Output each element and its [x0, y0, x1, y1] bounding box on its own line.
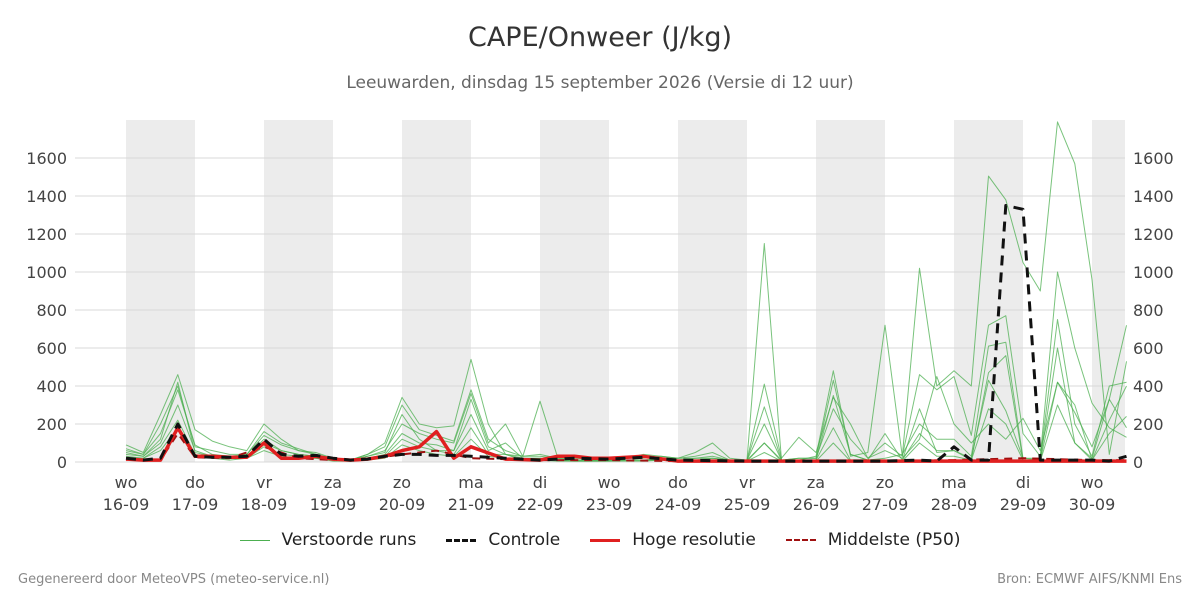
x-tick-day: wo: [115, 473, 138, 492]
x-tick-date: 27-09: [862, 495, 909, 514]
shade-band: [264, 120, 333, 462]
footer-generated-by: Gegenereerd door MeteoVPS (meteo-service…: [18, 572, 330, 587]
y-axis-left: 0 200 400 600 800 1000 1200 1400 1600: [26, 149, 67, 472]
legend-item-perturbed-runs: Verstoorde runs: [239, 530, 417, 550]
legend-item-high-resolution: Hoge resolutie: [590, 530, 756, 550]
shade-band: [540, 120, 609, 462]
footer-source: Bron: ECMWF AIFS/KNMI Ens: [997, 572, 1182, 587]
y-axis-right: 0 200 400 600 800 1000 1200 1400 1600: [1133, 149, 1174, 472]
y-tick-label-right: 200: [1133, 415, 1164, 434]
x-tick-day: di: [1016, 473, 1031, 492]
x-tick-date: 20-09: [379, 495, 426, 514]
x-tick-day: ma: [941, 473, 966, 492]
x-tick-day: di: [533, 473, 548, 492]
y-tick-label-left: 1000: [26, 263, 67, 282]
x-tick-day: za: [324, 473, 342, 492]
legend: Verstoorde runs Controle Hoge resolutie …: [0, 530, 1200, 550]
x-tick-date: 23-09: [586, 495, 633, 514]
y-tick-label-left: 1400: [26, 187, 67, 206]
legend-swatch-perturbed: [239, 539, 270, 541]
x-axis: wo 16-09 do 17-09 vr 18-09 za 19-09 zo 20-09 ma 21-…: [103, 473, 1116, 514]
y-tick-label-left: 200: [36, 415, 67, 434]
y-tick-label-left: 1600: [26, 149, 67, 168]
legend-label-perturbed: Verstoorde runs: [281, 530, 417, 550]
x-tick-day: do: [668, 473, 688, 492]
x-tick-date: 17-09: [172, 495, 219, 514]
main-series: [125, 204, 1127, 463]
legend-swatch-median: [785, 539, 816, 541]
x-tick-day: do: [185, 473, 205, 492]
x-tick-day: wo: [1081, 473, 1104, 492]
x-tick-date: 18-09: [241, 495, 288, 514]
x-tick-date: 29-09: [1000, 495, 1047, 514]
x-tick-date: 16-09: [103, 495, 150, 514]
x-tick-date: 19-09: [310, 495, 357, 514]
legend-item-median: Middelste (P50): [785, 530, 961, 550]
x-tick-date: 30-09: [1069, 495, 1116, 514]
shade-band: [678, 120, 747, 462]
x-tick-day: vr: [739, 473, 755, 492]
chart-subtitle: Leeuwarden, dinsdag 15 september 2026 (V…: [346, 73, 854, 93]
y-tick-label-right: 0: [1133, 453, 1143, 472]
x-tick-date: 26-09: [793, 495, 840, 514]
series-line-controle: [125, 204, 1127, 463]
y-tick-label-left: 800: [36, 301, 67, 320]
y-tick-label-left: 1200: [26, 225, 67, 244]
chart-title: CAPE/Onweer (J/kg): [467, 22, 732, 53]
x-tick-day: zo: [876, 473, 894, 492]
y-tick-label-right: 600: [1133, 339, 1164, 358]
y-tick-label-right: 1600: [1133, 149, 1174, 168]
y-tick-label-left: 400: [36, 377, 67, 396]
x-tick-date: 25-09: [724, 495, 771, 514]
legend-swatch-control: [446, 538, 477, 542]
x-tick-day: za: [807, 473, 825, 492]
legend-label-median: Middelste (P50): [827, 530, 961, 550]
legend-item-control: Controle: [446, 530, 560, 550]
x-tick-date: 22-09: [517, 495, 564, 514]
x-tick-date: 28-09: [931, 495, 978, 514]
legend-label-control: Controle: [488, 530, 561, 550]
x-tick-date: 21-09: [448, 495, 495, 514]
legend-label-high-resolution: Hoge resolutie: [632, 530, 756, 550]
shade-band: [402, 120, 471, 462]
x-tick-day: wo: [598, 473, 621, 492]
x-tick-day: zo: [393, 473, 411, 492]
x-tick-day: vr: [256, 473, 272, 492]
y-tick-label-left: 0: [57, 453, 67, 472]
legend-swatch-high-resolution: [590, 538, 621, 542]
y-tick-label-right: 800: [1133, 301, 1164, 320]
y-tick-label-right: 1000: [1133, 263, 1174, 282]
y-tick-label-right: 1200: [1133, 225, 1174, 244]
y-tick-label-right: 1400: [1133, 187, 1174, 206]
y-tick-label-right: 400: [1133, 377, 1164, 396]
x-tick-date: 24-09: [655, 495, 702, 514]
x-tick-day: ma: [458, 473, 483, 492]
shade-band: [1092, 120, 1125, 462]
y-tick-label-left: 600: [36, 339, 67, 358]
